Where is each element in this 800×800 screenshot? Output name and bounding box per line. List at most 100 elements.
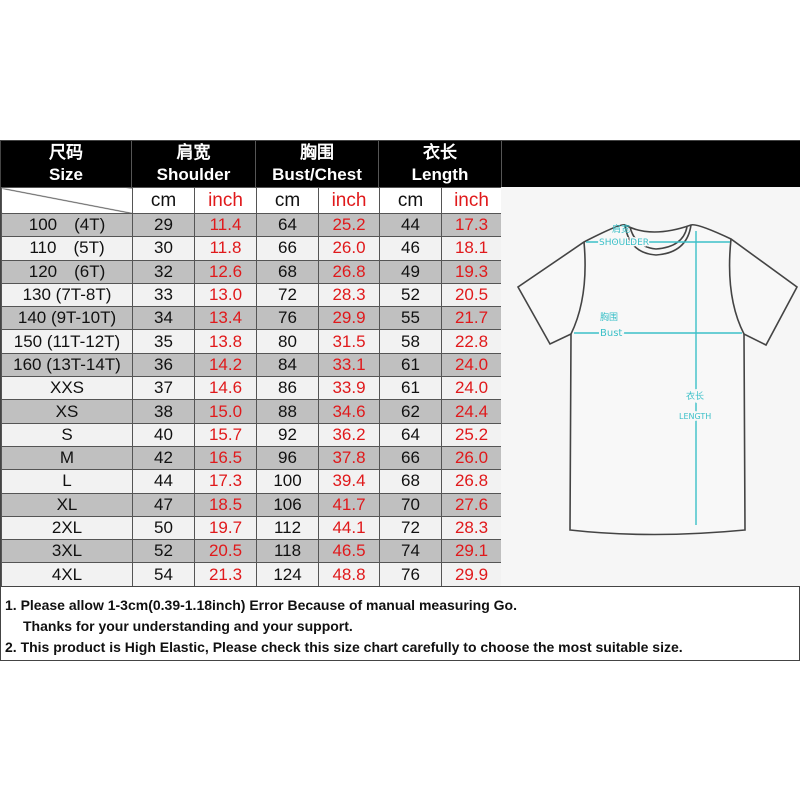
measure-cell-b-cm: 64 [256,212,319,238]
measure-cell-l-in: 24.0 [441,352,502,378]
unit-cm: cm [132,187,195,214]
measure-cell-s-in: 15.7 [194,422,257,447]
measure-cell-b-cm: 68 [256,259,319,284]
measure-cell-l-in: 25.2 [441,422,502,447]
size-cell: XS [1,399,133,424]
measure-cell-s-in: 15.0 [194,399,257,424]
measure-cell-l-cm: 62 [379,399,442,424]
measure-cell-b-cm: 72 [256,282,319,308]
measure-cell-s-in: 13.0 [194,282,257,308]
bust-label-zh: 胸围 [600,311,618,323]
table-row: 4XL 54 21.3 124 48.8 76 29.9 [1,562,502,587]
table-row: 3XL 52 20.5 118 46.5 74 29.1 [1,539,502,564]
measure-cell-b-cm: 100 [256,469,319,494]
header-size-en: Size [48,165,84,184]
measure-cell-b-cm: 86 [256,376,319,401]
header-length-en: Length [411,165,469,184]
length-label-zh: 衣长 [686,390,704,402]
measure-cell-s-cm: 42 [132,445,195,471]
measure-cell-s-in: 16.5 [194,445,257,471]
measure-cell-b-cm: 92 [256,422,319,447]
notes: 1. Please allow 1-3cm(0.39-1.18inch) Err… [1,586,799,658]
measure-cell-b-cm: 106 [256,492,319,517]
table-row: L 44 17.3 100 39.4 68 26.8 [1,469,502,494]
measure-cell-l-in: 17.3 [441,212,502,238]
measure-cell-s-cm: 50 [132,515,195,541]
units-row: cm inch cm inch cm inch [1,187,502,214]
measure-cell-b-cm: 76 [256,306,319,331]
measure-cell-l-cm: 44 [379,212,442,238]
measure-cell-s-cm: 35 [132,329,195,354]
measure-cell-b-in: 26.0 [318,236,380,261]
measure-cell-s-cm: 29 [132,212,195,238]
measure-cell-b-in: 39.4 [318,469,380,494]
table-row: XXS 37 14.6 86 33.9 61 24.0 [1,376,502,401]
header-bust-en: Bust/Chest [272,165,362,184]
measure-cell-b-in: 37.8 [318,445,380,471]
measure-cell-l-in: 22.8 [441,329,502,354]
shoulder-label-en: SHOULDER [599,238,649,248]
measure-cell-b-in: 33.9 [318,376,380,401]
measure-cell-b-cm: 88 [256,399,319,424]
measure-cell-s-cm: 40 [132,422,195,447]
tshirt-illustration: 肩宽 SHOULDER 胸围 Bust 衣长 LENGTH [516,223,799,536]
header-bust: 胸围 Bust/Chest [256,141,379,187]
measure-cell-s-in: 13.8 [194,329,257,354]
measure-cell-s-cm: 33 [132,282,195,308]
table-row: 140 (9T-10T) 34 13.4 76 29.9 55 21.7 [1,306,502,331]
table-row: M 42 16.5 96 37.8 66 26.0 [1,445,502,471]
table-row: 2XL 50 19.7 112 44.1 72 28.3 [1,515,502,541]
measure-cell-b-in: 44.1 [318,515,380,541]
size-cell: 130 (7T-8T) [1,282,133,308]
measure-cell-l-in: 29.1 [441,539,502,564]
measure-cell-b-cm: 80 [256,329,319,354]
table-row: 160 (13T-14T) 36 14.2 84 33.1 61 24.0 [1,352,502,378]
measure-cell-b-in: 29.9 [318,306,380,331]
measure-cell-s-cm: 36 [132,352,195,378]
diagonal-cell [1,187,133,214]
measure-cell-s-cm: 32 [132,259,195,284]
table-row: XS 38 15.0 88 34.6 62 24.4 [1,399,502,424]
measure-cell-l-cm: 68 [379,469,442,494]
measure-cell-l-cm: 52 [379,282,442,308]
measure-cell-s-cm: 47 [132,492,195,517]
header-size-zh: 尺码 [49,143,83,162]
size-cell: 120 (6T) [1,259,133,284]
table-row: S 40 15.7 92 36.2 64 25.2 [1,422,502,447]
table-row: 100 (4T) 29 11.4 64 25.2 44 17.3 [1,212,502,238]
measure-cell-b-in: 28.3 [318,282,380,308]
measure-cell-l-in: 26.8 [441,469,502,494]
measure-cell-b-in: 34.6 [318,399,380,424]
measure-cell-s-in: 18.5 [194,492,257,517]
header-bust-zh: 胸围 [300,143,334,162]
length-label-en: LENGTH [679,412,711,421]
header-size: 尺码 Size [1,141,132,187]
measure-cell-l-cm: 70 [379,492,442,517]
measure-cell-s-in: 19.7 [194,515,257,541]
measure-cell-s-cm: 38 [132,399,195,424]
size-cell: 110 (5T) [1,236,133,261]
measure-cell-b-cm: 66 [256,236,319,261]
size-chart: 尺码 Size 肩宽 Shoulder 胸围 Bust/Chest 衣长 Length … [0,140,800,661]
measure-cell-l-cm: 76 [379,562,442,587]
size-cell: L [1,469,133,494]
measure-cell-s-in: 12.6 [194,259,257,284]
measure-cell-l-in: 24.4 [441,399,502,424]
table-row: 110 (5T) 30 11.8 66 26.0 46 18.1 [1,236,502,261]
header-shoulder-en: Shoulder [156,165,231,184]
header-shoulder: 肩宽 Shoulder [132,141,256,187]
note-2: 2. This product is High Elastic, Please … [5,639,683,655]
header-row: 尺码 Size 肩宽 Shoulder 胸围 Bust/Chest 衣长 Length [1,141,800,187]
tshirt-diagram: 肩宽 SHOULDER 胸围 Bust 衣长 LENGTH [501,187,800,586]
measure-cell-b-in: 26.8 [318,259,380,284]
measure-cell-l-in: 21.7 [441,306,502,331]
measure-cell-b-in: 48.8 [318,562,380,587]
unit-cm: cm [379,187,442,214]
measure-cell-l-in: 24.0 [441,376,502,401]
measure-cell-s-cm: 30 [132,236,195,261]
measure-cell-l-cm: 55 [379,306,442,331]
measure-cell-b-in: 36.2 [318,422,380,447]
measure-cell-l-in: 20.5 [441,282,502,308]
measure-cell-b-cm: 112 [256,515,319,541]
measure-cell-l-cm: 66 [379,445,442,471]
